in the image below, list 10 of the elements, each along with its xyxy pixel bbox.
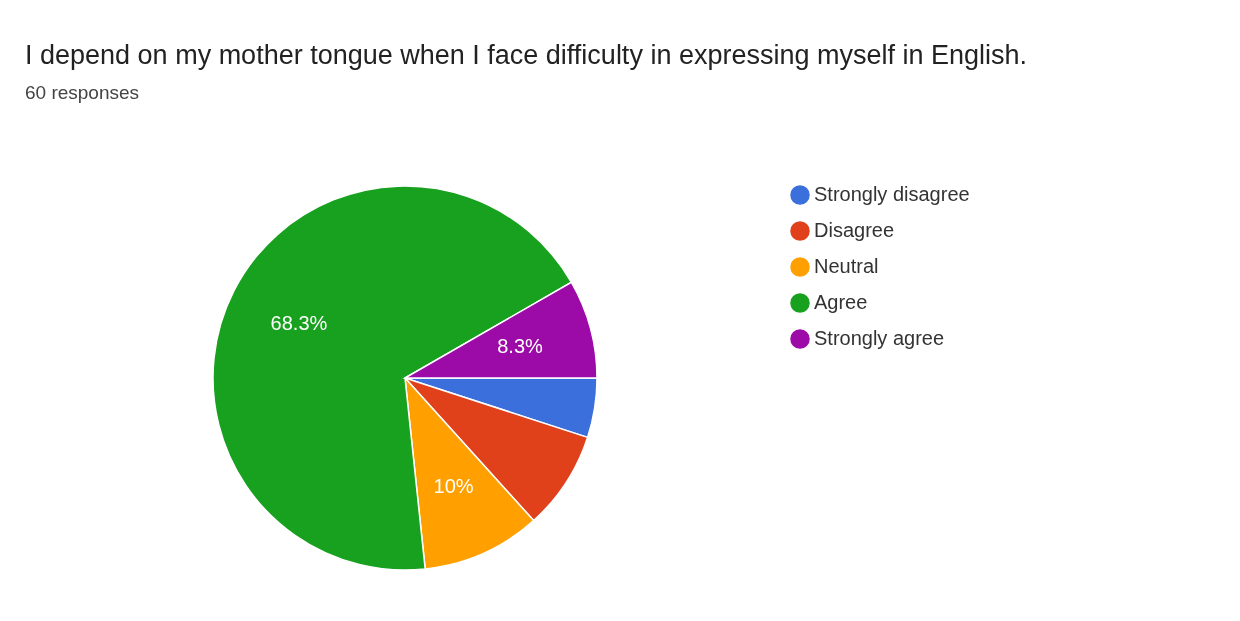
data-label: 68.3% xyxy=(270,311,328,334)
data-label: 8.3% xyxy=(497,335,544,358)
legend-label: Disagree xyxy=(814,219,895,241)
legend-label: Agree xyxy=(814,291,868,313)
legend-label: Neutral xyxy=(814,255,879,277)
legend-label: Strongly agree xyxy=(814,327,945,349)
chart-title: I depend on my mother tongue when I face difficulty in expressing myself in English. xyxy=(25,40,1028,70)
chart-subtitle: 60 responses xyxy=(25,82,140,103)
legend-label: Strongly disagree xyxy=(814,183,970,205)
data-label: 10% xyxy=(433,474,474,497)
